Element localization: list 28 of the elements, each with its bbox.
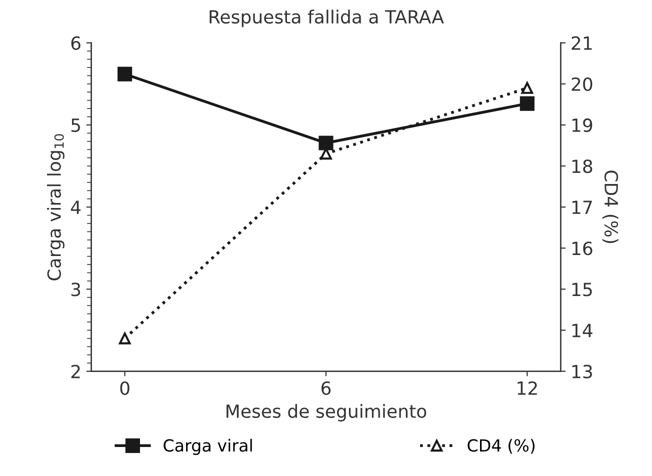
y2-tick-label: 21 [572,36,592,50]
x-tick-label: 12 [518,381,537,395]
y-tick-label: 3 [71,282,80,296]
legend-label: Carga viral [164,438,252,455]
y2-tick-label: 13 [572,364,592,378]
y2-tick-label: 16 [572,242,592,256]
y2-tick-label: 20 [572,77,592,92]
y-tick-label: 5 [71,118,80,132]
point [318,136,334,150]
point [118,66,132,82]
y-tick-label: 4 [70,200,81,214]
x-tick-label: 0 [120,381,130,395]
point [520,96,534,111]
point [118,332,131,344]
y2-tick-label: 14 [572,324,592,338]
y2-tick-label: 18 [572,159,592,174]
chart-title: Respuesta fallida a TARAA [210,10,444,28]
y-tick-label: 2 [71,364,80,378]
y2-tick-label: 19 [572,118,592,132]
y2-axis-title: CD4 (%) [602,170,618,243]
point [521,82,534,94]
y-axis-title: Carga viral log$_{10}$ [47,134,64,280]
legend-label: CD4 (%) [468,438,535,454]
x-tick-label: 6 [322,381,331,395]
y2-tick-label: 15 [572,282,592,296]
y2-tick-label: 17 [572,200,592,214]
y-tick-label: 6 [71,36,80,50]
x-axis-title: Meses de seguimiento [226,404,426,422]
